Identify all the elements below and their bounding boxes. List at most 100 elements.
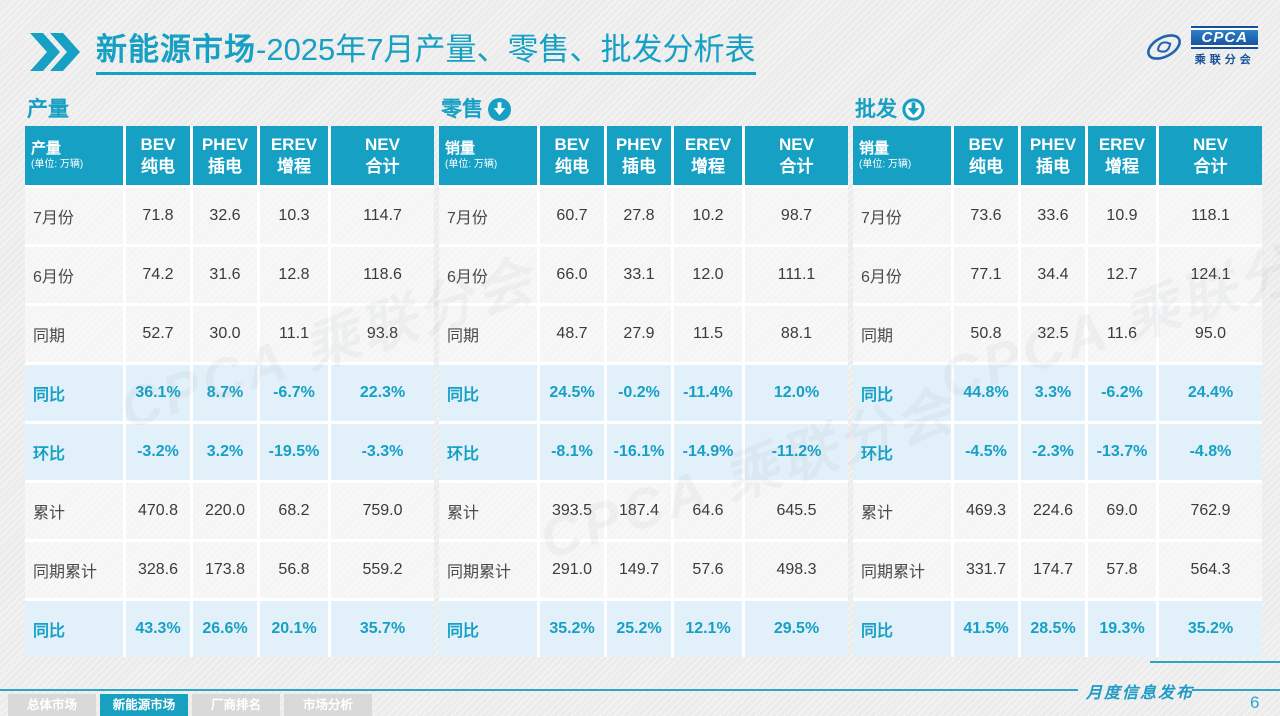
footer-divider-line-right	[1192, 689, 1280, 691]
value-cell: -14.9%	[674, 424, 742, 480]
arrow-down-filled-icon	[488, 97, 511, 121]
value-cell: 8.7%	[193, 365, 257, 421]
corner-label: 销量	[445, 139, 476, 157]
value-cell: 44.8%	[954, 365, 1018, 421]
value-cell: -4.8%	[1159, 424, 1262, 480]
value-cell: 174.7	[1021, 542, 1085, 598]
header: 新能源市场-2025年7月产量、零售、批发分析表	[30, 24, 756, 75]
row-label: 同比	[853, 365, 951, 421]
value-cell: 762.9	[1159, 483, 1262, 539]
value-cell: 759.0	[331, 483, 434, 539]
value-cell: 93.8	[331, 306, 434, 362]
value-cell: 25.2%	[607, 601, 671, 657]
row-label: 同期	[853, 306, 951, 362]
row-label: 同比	[439, 601, 537, 657]
nav-tab-总体市场[interactable]: 总体市场	[8, 694, 96, 716]
table-section-production: 产量 产量 (单位: 万辆) BEV 纯电 PHEV 插电 EREV 增程 NEV 合计 7月份 71.…	[25, 90, 434, 657]
row-label: 累计	[25, 483, 123, 539]
column-zh: 增程	[1105, 156, 1139, 176]
cpca-name: 乘联分会	[1194, 54, 1255, 66]
arrow-down-ring-icon	[902, 97, 925, 121]
column-header-phev: PHEV 插电	[1021, 126, 1085, 185]
row-label: 同比	[25, 365, 123, 421]
column-code: PHEV	[615, 135, 663, 155]
value-cell: -11.2%	[745, 424, 848, 480]
value-cell: -0.2%	[607, 365, 671, 421]
row-label: 累计	[439, 483, 537, 539]
value-cell: 33.1	[607, 247, 671, 303]
value-cell: 187.4	[607, 483, 671, 539]
table-section-wholesale: 批发 销量 (单位: 万辆) BEV 纯电 PHEV 插电 EREV 增程 NEV 合计 7月份 73.…	[853, 90, 1262, 657]
column-header-erev: EREV 增程	[674, 126, 742, 185]
value-cell: -3.3%	[331, 424, 434, 480]
data-table-wholesale: 销量 (单位: 万辆) BEV 纯电 PHEV 插电 EREV 增程 NEV 合计 7月份 73.6 3…	[853, 126, 1262, 657]
corner-label: 产量	[31, 139, 62, 157]
value-cell: 149.7	[607, 542, 671, 598]
row-label: 同期累计	[853, 542, 951, 598]
value-cell: -11.4%	[674, 365, 742, 421]
value-cell: 173.8	[193, 542, 257, 598]
row-label: 同比	[25, 601, 123, 657]
value-cell: -13.7%	[1088, 424, 1156, 480]
data-table-retail: 销量 (单位: 万辆) BEV 纯电 PHEV 插电 EREV 增程 NEV 合计 7月份 60.7 2…	[439, 126, 848, 657]
value-cell: 69.0	[1088, 483, 1156, 539]
nav-tab-新能源市场[interactable]: 新能源市场	[100, 694, 188, 716]
value-cell: 66.0	[540, 247, 604, 303]
value-cell: 26.6%	[193, 601, 257, 657]
value-cell: 35.2%	[540, 601, 604, 657]
section-header-retail: 零售	[439, 90, 848, 126]
row-label: 同期累计	[439, 542, 537, 598]
value-cell: 32.5	[1021, 306, 1085, 362]
column-zh: 增程	[277, 156, 311, 176]
value-cell: 12.0	[674, 247, 742, 303]
column-code: PHEV	[201, 135, 249, 155]
nav-tab-市场分析[interactable]: 市场分析	[284, 694, 372, 716]
value-cell: 64.6	[674, 483, 742, 539]
value-cell: 224.6	[1021, 483, 1085, 539]
value-cell: 36.1%	[126, 365, 190, 421]
value-cell: -6.7%	[260, 365, 328, 421]
section-header-wholesale: 批发	[853, 90, 1262, 126]
table-section-retail: 零售 销量 (单位: 万辆) BEV 纯电 PHEV 插电 EREV 增程 NEV 合计 7月份 60.…	[439, 90, 848, 657]
value-cell: 124.1	[1159, 247, 1262, 303]
value-cell: 220.0	[193, 483, 257, 539]
value-cell: 11.6	[1088, 306, 1156, 362]
column-code: EREV	[270, 135, 318, 155]
value-cell: 88.1	[745, 306, 848, 362]
cpca-logo: CPCA 乘联分会	[1143, 26, 1258, 67]
value-cell: 60.7	[540, 188, 604, 244]
column-header-phev: PHEV 插电	[193, 126, 257, 185]
value-cell: 22.3%	[331, 365, 434, 421]
value-cell: 469.3	[954, 483, 1018, 539]
row-label: 环比	[439, 424, 537, 480]
value-cell: 74.2	[126, 247, 190, 303]
page-title-rest: -2025年7月产量、零售、批发分析表	[256, 32, 756, 67]
footer-note: 月度信息发布	[1086, 685, 1195, 702]
nav-tab-厂商排名[interactable]: 厂商排名	[192, 694, 280, 716]
column-code: EREV	[684, 135, 732, 155]
column-code: NEV	[779, 135, 814, 155]
value-cell: 114.7	[331, 188, 434, 244]
value-cell: 11.1	[260, 306, 328, 362]
section-header-production: 产量	[25, 90, 434, 126]
corner-unit-note: (单位: 万辆)	[445, 158, 498, 170]
value-cell: 24.5%	[540, 365, 604, 421]
value-cell: 35.2%	[1159, 601, 1262, 657]
column-header-nev: NEV 合计	[1159, 126, 1262, 185]
value-cell: 470.8	[126, 483, 190, 539]
value-cell: 564.3	[1159, 542, 1262, 598]
corner-label: 销量	[859, 139, 890, 157]
column-header-erev: EREV 增程	[260, 126, 328, 185]
page-number: 6	[1250, 693, 1260, 712]
row-label: 环比	[25, 424, 123, 480]
value-cell: 71.8	[126, 188, 190, 244]
value-cell: 27.8	[607, 188, 671, 244]
bottom-nav-tabs: 总体市场 新能源市场 厂商排名 市场分析	[8, 694, 372, 716]
table-corner-cell: 产量 (单位: 万辆)	[25, 126, 123, 185]
column-code: NEV	[1193, 135, 1228, 155]
value-cell: 57.8	[1088, 542, 1156, 598]
value-cell: 68.2	[260, 483, 328, 539]
column-code: NEV	[365, 135, 400, 155]
data-table-production: 产量 (单位: 万辆) BEV 纯电 PHEV 插电 EREV 增程 NEV 合计 7月份 71.8 3…	[25, 126, 434, 657]
